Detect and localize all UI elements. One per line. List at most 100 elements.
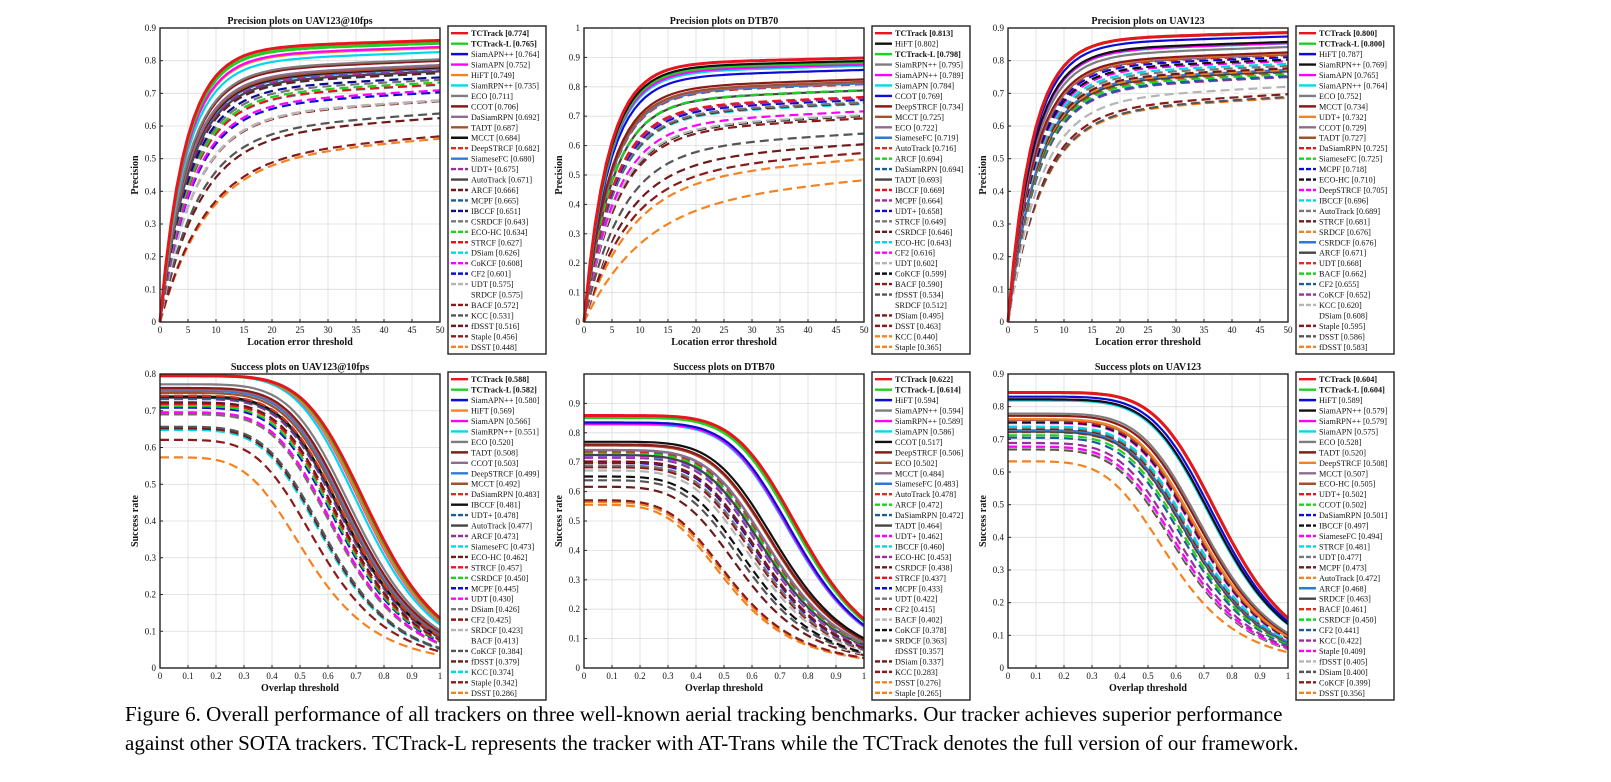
legend-entry: TCTrack [0.813] — [895, 29, 953, 38]
legend-entry: CSRDCF [0.676] — [1319, 238, 1377, 247]
tick-label-y: 0.4 — [993, 186, 1005, 196]
tick-label-y: 0.2 — [569, 258, 580, 268]
series-line — [158, 63, 441, 323]
tick-label-y: 0.2 — [145, 590, 156, 600]
tick-label-x: 0.6 — [746, 671, 758, 681]
legend-entry: TCTrack-L [0.604] — [1319, 386, 1385, 395]
legend-entry: MCCT [0.684] — [471, 134, 520, 143]
y-axis-label: Success rate — [130, 494, 141, 546]
series-line — [1008, 412, 1289, 635]
tick-label-x: 15 — [240, 325, 250, 335]
tick-label-x: 10 — [636, 325, 646, 335]
legend-entry: SiamAPN++ [0.789] — [895, 71, 964, 80]
legend-entry: AutoTrack [0.671] — [471, 176, 532, 185]
series-line — [582, 110, 865, 323]
tick-label-y: 0.5 — [145, 154, 157, 164]
tick-label-x: 50 — [436, 325, 446, 335]
legend-entry: Staple [0.409] — [1319, 647, 1366, 656]
series-line — [1006, 45, 1289, 323]
legend-entry: ECO-HC [0.505] — [1319, 480, 1376, 489]
legend-entry: TADT [0.693] — [895, 176, 942, 185]
tick-label-y: 0.3 — [145, 553, 157, 563]
tick-label-x: 0 — [158, 671, 163, 681]
tick-label-y: 0.7 — [145, 88, 157, 98]
series-line — [158, 99, 441, 323]
legend-entry: TCTrack-L [0.798] — [895, 50, 961, 59]
series-line — [160, 405, 441, 642]
legend-entry: Staple [0.342] — [471, 678, 518, 687]
tick-label-x: 0.8 — [378, 671, 390, 681]
series-line — [1008, 391, 1290, 620]
tick-label-y: 0.7 — [569, 111, 581, 121]
series-line — [582, 63, 865, 323]
legend-entry: fDSST [0.516] — [471, 322, 520, 331]
legend-entry: ECO-HC [0.710] — [1319, 176, 1376, 185]
legend-entry: DSiam [0.608] — [1319, 311, 1368, 320]
legend-entry: BACF [0.413] — [471, 637, 519, 646]
legend-entry: ECO-HC [0.634] — [471, 228, 528, 237]
tick-label-x: 0.9 — [830, 671, 842, 681]
series-line — [582, 56, 865, 323]
legend-entry: Staple [0.365] — [895, 343, 942, 352]
tick-label-x: 0.3 — [1086, 671, 1098, 681]
x-axis-label: Overlap threshold — [685, 683, 763, 694]
legend-entry: CF2 [0.425] — [471, 616, 511, 625]
chart-title: Precision plots on DTB70 — [670, 16, 778, 27]
tick-label-y: 0.5 — [993, 154, 1005, 164]
legend-entry: IBCCF [0.497] — [1319, 522, 1369, 531]
chart-panel-2: 0 5 10 15 20 25 30 35 40 45 50 0 0.1 0.2 0.3 0.4 0.5 0.6 0… — [554, 16, 971, 355]
legend-entry: DeepSTRCF [0.499] — [471, 469, 540, 478]
tick-label-y: 0 — [1000, 317, 1005, 327]
legend-entry: SiamRPN++ [0.589] — [895, 417, 963, 426]
legend-entry: Staple [0.456] — [471, 332, 518, 341]
legend-entry: IBCCF [0.651] — [471, 207, 521, 216]
tick-label-y: 0.1 — [993, 630, 1004, 640]
series-line — [582, 89, 865, 323]
series-line — [582, 78, 865, 323]
series-line — [1008, 418, 1289, 638]
legend-entry: KCC [0.620] — [1319, 301, 1362, 310]
tick-label-x: 0 — [1006, 325, 1011, 335]
tick-label-x: 5 — [610, 325, 615, 335]
series-line — [584, 440, 865, 640]
legend-entry: MCPF [0.433] — [895, 584, 943, 593]
legend-entry: TCTrack [0.588] — [471, 375, 529, 384]
tick-label-x: 0.8 — [802, 671, 814, 681]
series-line — [1006, 73, 1289, 323]
legend-entry: ECO [0.711] — [471, 92, 513, 101]
legend-entry: ECO [0.528] — [1319, 438, 1362, 447]
series-line — [584, 416, 865, 623]
legend-entry: UDT+ [0.732] — [1319, 113, 1367, 122]
tick-label-x: 40 — [380, 325, 390, 335]
series-line — [582, 59, 865, 323]
tick-label-x: 35 — [352, 325, 362, 335]
series-line — [582, 80, 865, 323]
tick-label-y: 0.6 — [993, 467, 1005, 477]
series-line — [158, 117, 441, 323]
legend-entry: UDT+ [0.658] — [895, 207, 943, 216]
x-axis-label: Overlap threshold — [261, 683, 339, 694]
tick-label-y: 0 — [576, 317, 581, 327]
legend-entry: SRDCF [0.676] — [1319, 228, 1371, 237]
tick-label-x: 30 — [324, 325, 334, 335]
tick-label-y: 0.3 — [993, 219, 1005, 229]
tick-label-y: 0.6 — [569, 487, 581, 497]
legend-entry: ARCF [0.473] — [471, 532, 519, 541]
legend-entry: ARCF [0.468] — [1319, 584, 1367, 593]
legend-entry: DSST [0.586] — [1319, 332, 1365, 341]
tick-label-y: 0.9 — [993, 23, 1005, 33]
y-axis-label: Precision — [554, 155, 565, 195]
series-line — [158, 51, 441, 323]
series-line — [160, 383, 441, 632]
legend-entry: Staple [0.595] — [1319, 322, 1366, 331]
y-axis-label: Success rate — [554, 494, 565, 546]
tick-label-y: 0.2 — [569, 604, 580, 614]
legend-entry: SiameseFC [0.719] — [895, 134, 958, 143]
tick-label-y: 0.4 — [569, 199, 581, 209]
series-line — [584, 443, 865, 641]
legend-entry: BACF [0.402] — [895, 616, 943, 625]
legend-entry: CoKCF [0.399] — [1319, 678, 1371, 687]
series-line — [158, 38, 441, 323]
legend-entry: CSRDCF [0.646] — [895, 228, 953, 237]
legend-entry: ARCF [0.472] — [895, 501, 943, 510]
